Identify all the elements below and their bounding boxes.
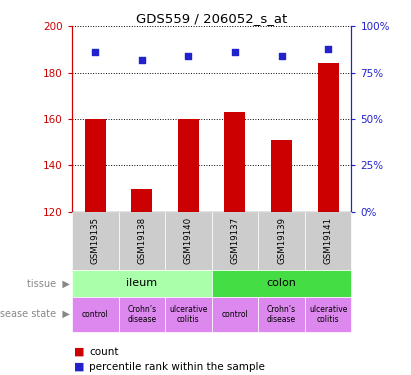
Text: colon: colon	[267, 279, 296, 288]
Point	[92, 49, 99, 55]
Bar	[85, 119, 106, 212]
Text: ■: ■	[74, 362, 85, 372]
Text: GSM19135: GSM19135	[91, 217, 100, 264]
Bar	[224, 112, 245, 212]
Text: GSM19141: GSM19141	[323, 217, 332, 264]
Point	[325, 45, 331, 51]
Text: GSM19138: GSM19138	[137, 217, 146, 264]
Point	[185, 53, 192, 59]
Bar	[271, 140, 292, 212]
Text: ■: ■	[74, 347, 85, 357]
Bar	[131, 189, 152, 212]
Title: GDS559 / 206052_s_at: GDS559 / 206052_s_at	[136, 12, 287, 25]
Text: ileum: ileum	[126, 279, 157, 288]
Text: GSM19137: GSM19137	[231, 217, 240, 264]
Text: disease state  ▶: disease state ▶	[0, 309, 70, 319]
Text: GSM19140: GSM19140	[184, 217, 193, 264]
Text: Crohn’s
disease: Crohn’s disease	[127, 304, 156, 324]
Text: ulcerative
colitis: ulcerative colitis	[169, 304, 208, 324]
Bar	[178, 119, 199, 212]
Text: ulcerative
colitis: ulcerative colitis	[309, 304, 347, 324]
Text: percentile rank within the sample: percentile rank within the sample	[89, 362, 265, 372]
Text: control: control	[82, 310, 109, 319]
Bar	[318, 63, 339, 212]
Point	[139, 57, 145, 63]
Text: Crohn’s
disease: Crohn’s disease	[267, 304, 296, 324]
Point	[232, 49, 238, 55]
Text: tissue  ▶: tissue ▶	[27, 279, 70, 288]
Text: control: control	[222, 310, 248, 319]
Point	[278, 53, 285, 59]
Text: GSM19139: GSM19139	[277, 217, 286, 264]
Text: count: count	[89, 347, 119, 357]
